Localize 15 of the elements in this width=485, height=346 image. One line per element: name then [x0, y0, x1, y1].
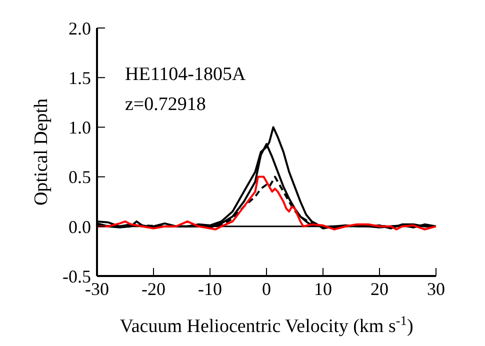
y-tick-label: 1.0	[68, 118, 91, 138]
x-tick-label: -10	[198, 278, 222, 299]
x-axis-title: Vacuum Heliocentric Velocity (km s$^{-1}$)	[120, 312, 414, 337]
x-tick-label: -20	[142, 278, 166, 299]
y-axis-title: Optical Depth	[31, 98, 52, 206]
x-tick-label: 10	[314, 278, 332, 299]
x-tick-label: 30	[427, 278, 445, 299]
y-tick-label: 0.0	[68, 216, 91, 237]
y-tick-label: 0.5	[68, 167, 91, 188]
x-tick-label: 0	[262, 278, 271, 299]
annotation: HE1104-1805A	[125, 64, 246, 85]
x-tick-label: 20	[370, 278, 388, 299]
y-tick-label: 2.0	[68, 18, 91, 38]
y-tick-label: 1.5	[68, 68, 91, 88]
annotation: z=0.72918	[125, 94, 206, 115]
